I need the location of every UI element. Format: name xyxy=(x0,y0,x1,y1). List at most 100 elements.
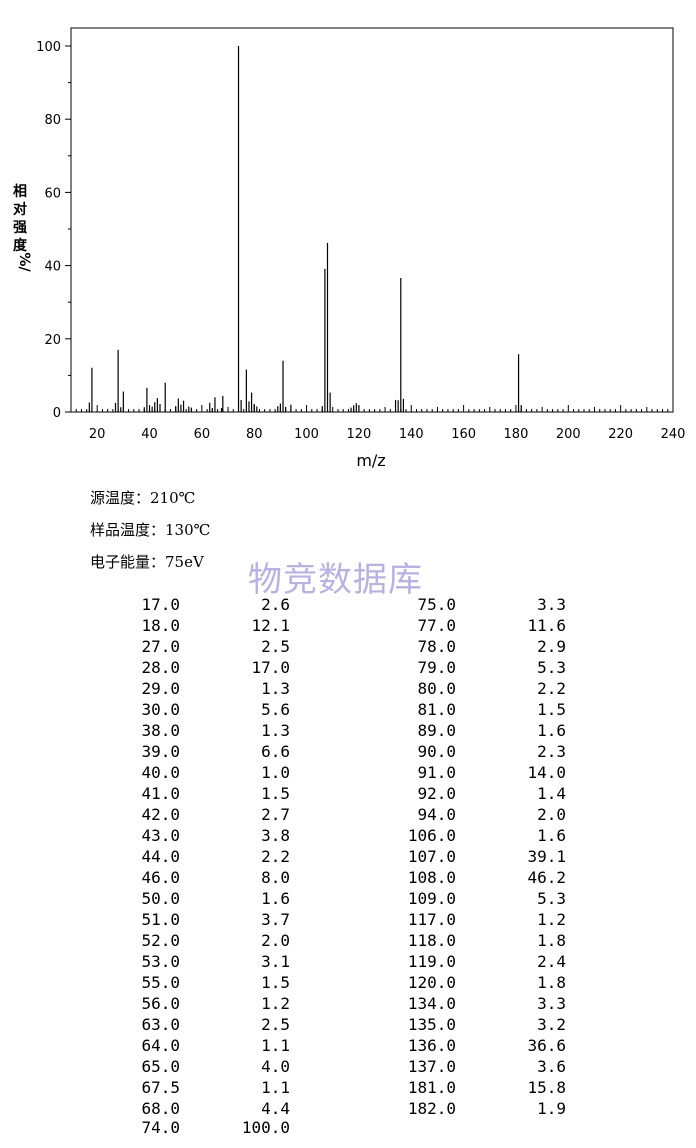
table-mz-value: 108.0 xyxy=(407,868,456,887)
table-mz-value: 134.0 xyxy=(407,994,456,1013)
y-axis-label-char: 度 xyxy=(13,237,28,254)
table-intensity-value: 3.7 xyxy=(261,910,290,929)
table-intensity-value: 2.2 xyxy=(261,847,290,866)
x-tick-label: 240 xyxy=(661,427,686,442)
table-mz-value: 135.0 xyxy=(407,1015,456,1034)
electron-energy: 电子能量：75eV xyxy=(90,553,204,571)
table-mz-value: 78.0 xyxy=(417,637,456,656)
table-intensity-value: 2.9 xyxy=(537,637,566,656)
y-axis: 0 20 40 60 80 100 xyxy=(36,40,71,421)
table-mz-value: 64.0 xyxy=(141,1036,180,1055)
table-intensity-value: 3.3 xyxy=(537,994,566,1013)
table-mz-value: 106.0 xyxy=(407,826,456,845)
x-tick-label: 40 xyxy=(141,427,158,442)
table-intensity-value: 1.5 xyxy=(261,784,290,803)
sample-temperature: 样品温度：130℃ xyxy=(90,521,211,539)
table-intensity-value: 46.2 xyxy=(527,868,566,887)
table-mz-value: 40.0 xyxy=(141,763,180,782)
table-intensity-value: 1.3 xyxy=(261,679,290,698)
x-axis: 20 40 60 80 100 120 140 160 180 200 220 240 xyxy=(75,405,686,442)
table-mz-value: 117.0 xyxy=(407,910,456,929)
table-mz-value: 79.0 xyxy=(417,658,456,677)
table-intensity-value: 2.0 xyxy=(261,931,290,950)
table-mz-value: 80.0 xyxy=(417,679,456,698)
x-tick-label: 180 xyxy=(504,427,529,442)
y-axis-label-char: 对 xyxy=(13,201,27,218)
table-intensity-value: 1.6 xyxy=(261,889,290,908)
table-intensity-value: 2.2 xyxy=(537,679,566,698)
table-intensity-value: 1.6 xyxy=(537,721,566,740)
table-mz-value: 75.0 xyxy=(417,595,456,614)
table-mz-value: 46.0 xyxy=(141,868,180,887)
table-mz-value: 28.0 xyxy=(141,658,180,677)
table-intensity-value: 1.3 xyxy=(261,721,290,740)
table-intensity-value: 5.6 xyxy=(261,700,290,719)
table-intensity-value: 36.6 xyxy=(527,1036,566,1055)
table-mz-value: 43.0 xyxy=(141,826,180,845)
table-mz-value: 65.0 xyxy=(141,1057,180,1076)
y-tick-label: 100 xyxy=(36,40,61,55)
table-intensity-value: 3.1 xyxy=(261,952,290,971)
table-mz-value: 50.0 xyxy=(141,889,180,908)
y-axis-label-char: 强 xyxy=(13,220,27,236)
table-intensity-value: 2.0 xyxy=(537,805,566,824)
table-mz-value: 55.0 xyxy=(141,973,180,992)
table-intensity-value: 1.1 xyxy=(261,1036,290,1055)
table-mz-value: 120.0 xyxy=(407,973,456,992)
table-mz-value: 30.0 xyxy=(141,700,180,719)
x-tick-label: 20 xyxy=(89,427,106,442)
table-intensity-value: 1.6 xyxy=(537,826,566,845)
table-intensity-value: 1.4 xyxy=(537,784,566,803)
table-intensity-value: 3.3 xyxy=(537,595,566,614)
table-intensity-value: 15.8 xyxy=(527,1078,566,1097)
table-mz-value: 68.0 xyxy=(141,1099,180,1118)
table-mz-value: 42.0 xyxy=(141,805,180,824)
table-mz-value: 44.0 xyxy=(141,847,180,866)
table-intensity-value: 1.2 xyxy=(261,994,290,1013)
table-intensity-value: 3.2 xyxy=(537,1015,566,1034)
table-mz-value: 94.0 xyxy=(417,805,456,824)
table-intensity-value: 4.4 xyxy=(261,1099,290,1118)
y-tick-label: 40 xyxy=(44,260,61,275)
table-mz-value: 107.0 xyxy=(407,847,456,866)
table-mz-value: 119.0 xyxy=(407,952,456,971)
y-tick-label: 60 xyxy=(44,186,61,201)
table-mz-value: 109.0 xyxy=(407,889,456,908)
x-tick-label: 80 xyxy=(246,427,263,442)
table-intensity-value: 100.0 xyxy=(241,1118,290,1137)
table-intensity-value: 4.0 xyxy=(261,1057,290,1076)
table-mz-value: 137.0 xyxy=(407,1057,456,1076)
table-intensity-value: 14.0 xyxy=(527,763,566,782)
table-intensity-value: 1.5 xyxy=(537,700,566,719)
y-axis-label-char: %/ xyxy=(16,252,32,272)
x-tick-label: 100 xyxy=(294,427,319,442)
table-intensity-value: 1.8 xyxy=(537,931,566,950)
x-tick-label: 120 xyxy=(346,427,371,442)
table-mz-value: 74.0 xyxy=(141,1118,180,1137)
table-intensity-value: 2.5 xyxy=(261,637,290,656)
table-intensity-value: 17.0 xyxy=(251,658,290,677)
table-mz-value: 89.0 xyxy=(417,721,456,740)
table-mz-value: 29.0 xyxy=(141,679,180,698)
table-mz-value: 18.0 xyxy=(141,616,180,635)
table-mz-value: 51.0 xyxy=(141,910,180,929)
source-temperature: 源温度：210℃ xyxy=(90,489,196,507)
table-mz-value: 81.0 xyxy=(417,700,456,719)
table-mz-value: 92.0 xyxy=(417,784,456,803)
y-tick-label: 80 xyxy=(44,113,61,128)
table-intensity-value: 2.7 xyxy=(261,805,290,824)
table-intensity-value: 3.8 xyxy=(261,826,290,845)
table-mz-value: 136.0 xyxy=(407,1036,456,1055)
table-mz-value: 91.0 xyxy=(417,763,456,782)
table-mz-value: 182.0 xyxy=(407,1099,456,1118)
y-tick-label: 20 xyxy=(44,333,61,348)
table-intensity-value: 5.3 xyxy=(537,889,566,908)
table-mz-value: 52.0 xyxy=(141,931,180,950)
table-intensity-value: 39.1 xyxy=(527,847,566,866)
table-intensity-value: 2.3 xyxy=(537,742,566,761)
table-intensity-value: 2.5 xyxy=(261,1015,290,1034)
table-mz-value: 90.0 xyxy=(417,742,456,761)
table-mz-value: 181.0 xyxy=(407,1078,456,1097)
